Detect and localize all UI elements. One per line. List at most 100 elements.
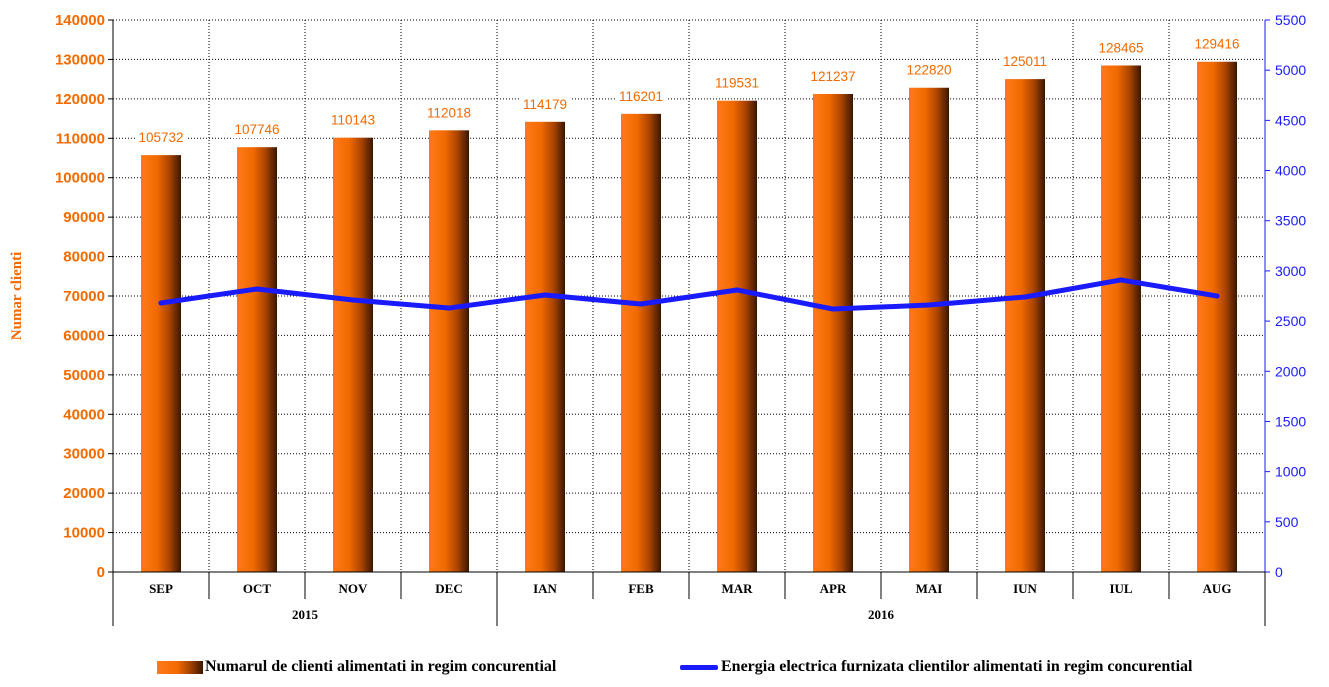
data-label: 122820	[906, 63, 951, 78]
category-label: SEP	[149, 581, 173, 596]
data-label-bg	[999, 52, 1051, 71]
left-tick-label: 130000	[55, 51, 105, 68]
bar	[429, 130, 469, 572]
legend-label-bars: Numarul de clienti alimentati in regim c…	[205, 658, 557, 675]
data-label: 119531	[715, 76, 759, 91]
left-tick-label: 120000	[55, 91, 105, 108]
line-point	[1118, 277, 1124, 283]
data-label: 105732	[138, 130, 183, 145]
energy-line	[158, 277, 1220, 312]
category-label: MAR	[721, 581, 753, 596]
left-tick-label: 20000	[63, 485, 105, 502]
left-tick-label: 60000	[63, 327, 105, 344]
y-axis-title: Numar clienti	[9, 252, 25, 340]
line-point	[350, 297, 356, 303]
data-label: 110143	[331, 113, 375, 128]
right-tick-label: 2000	[1275, 363, 1306, 379]
right-tick-label: 3500	[1275, 213, 1306, 229]
right-tick-label: 1000	[1275, 464, 1306, 480]
line-point	[446, 305, 452, 311]
left-tick-label: 0	[97, 564, 105, 581]
data-label-bg	[327, 110, 379, 129]
legend-item-line: Energia electrica furnizata clientilor a…	[680, 658, 1192, 676]
bar	[237, 147, 277, 572]
legend-label-line: Energia electrica furnizata clientilor a…	[721, 658, 1193, 675]
line-point	[830, 306, 836, 312]
category-label: IAN	[533, 581, 557, 596]
left-tick-label: 70000	[63, 288, 105, 305]
bar	[1101, 65, 1141, 572]
line-point	[926, 302, 932, 308]
line-point	[734, 287, 740, 293]
bar	[333, 137, 373, 572]
legend-line-swatch-icon	[680, 664, 718, 670]
left-tick-label: 30000	[63, 446, 105, 463]
data-label: 128465	[1098, 40, 1143, 55]
data-label: 112018	[427, 105, 471, 120]
bar	[525, 121, 565, 572]
data-label-bg	[711, 73, 763, 92]
data-label: 125011	[1003, 54, 1047, 69]
right-tick-label: 0	[1275, 564, 1283, 580]
data-labels: 105732 107746 110143 112018 114179 116201 1195…	[135, 34, 1243, 147]
right-tick-label: 500	[1275, 514, 1299, 530]
category-label: OCT	[243, 581, 272, 596]
left-tick-label: 10000	[63, 525, 105, 542]
bar	[1197, 61, 1237, 572]
category-label: APR	[820, 581, 847, 596]
legend-item-bars: Numarul de clienti alimentati in regim c…	[157, 658, 556, 676]
left-tick-label: 40000	[63, 406, 105, 423]
category-label: MAI	[916, 581, 943, 596]
year-label: 2016	[868, 607, 895, 622]
right-tick-label: 5500	[1275, 12, 1306, 28]
legend: Numarul de clienti alimentati in regim c…	[0, 658, 1329, 682]
line-point	[254, 286, 260, 292]
line-series	[158, 277, 1220, 312]
data-label-bg	[903, 60, 955, 79]
data-label-bg	[807, 66, 859, 85]
data-label-bg	[135, 128, 187, 147]
line-point	[638, 301, 644, 307]
category-label: FEB	[628, 581, 654, 596]
data-label: 121237	[810, 69, 855, 84]
data-label-bg	[519, 94, 571, 113]
data-label-bg	[423, 103, 475, 122]
line-point	[158, 300, 164, 306]
right-tick-label: 5000	[1275, 62, 1306, 78]
left-tick-label: 80000	[63, 249, 105, 266]
data-label: 114179	[523, 97, 567, 112]
category-label: DEC	[435, 581, 462, 596]
line-point	[1214, 293, 1220, 299]
line-point	[542, 292, 548, 298]
left-tick-label: 100000	[55, 170, 105, 187]
category-label: AUG	[1203, 581, 1232, 596]
category-label: NOV	[339, 581, 369, 596]
bar	[141, 155, 181, 572]
category-label: IUL	[1109, 581, 1132, 596]
right-tick-label: 2500	[1275, 313, 1306, 329]
bar	[717, 100, 757, 572]
right-tick-label: 4500	[1275, 112, 1306, 128]
line-point	[1022, 294, 1028, 300]
data-label-bg	[1095, 38, 1147, 57]
year-label: 2015	[292, 607, 319, 622]
left-tick-label: 110000	[56, 130, 105, 147]
bar-series	[141, 61, 1237, 573]
left-tick-label: 50000	[63, 367, 105, 384]
axes: 0100002000030000400005000060000700008000…	[55, 12, 1306, 626]
data-label: 116201	[619, 89, 663, 104]
right-tick-label: 4000	[1275, 163, 1306, 179]
data-label-bg	[1191, 34, 1243, 53]
left-tick-label: 140000	[55, 12, 105, 29]
left-tick-label: 90000	[63, 209, 105, 226]
right-tick-label: 3000	[1275, 263, 1306, 279]
legend-bar-swatch-icon	[157, 660, 203, 674]
bar	[909, 87, 949, 573]
data-label: 107746	[234, 122, 279, 137]
bar	[813, 93, 853, 572]
bar	[621, 113, 661, 572]
category-label: IUN	[1013, 581, 1037, 596]
data-label: 129416	[1194, 37, 1239, 52]
bar	[1005, 79, 1045, 572]
